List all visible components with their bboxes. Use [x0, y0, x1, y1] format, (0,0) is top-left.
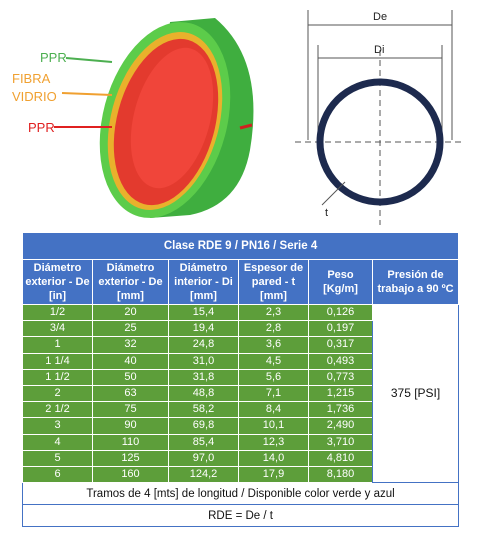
cell: 31,8 — [168, 368, 239, 386]
cell: 5,6 — [238, 368, 309, 386]
cell: 32 — [92, 336, 169, 354]
table-title: Clase RDE 9 / PN16 / Serie 4 — [21, 232, 460, 260]
data-row: 3/4 25 19,4 2,8 0,197 — [22, 320, 459, 338]
header-cell: Peso [Kg/m] — [308, 259, 373, 305]
cell: 48,8 — [168, 384, 239, 403]
cell: 4,810 — [308, 449, 373, 467]
cell: 1 1/4 — [22, 352, 93, 370]
cell: 8,4 — [238, 401, 309, 419]
header-cell: Diámetro exterior - De [in] — [22, 259, 93, 305]
label: FIBRA — [12, 71, 51, 86]
data-row: 1 32 24,8 3,6 0,317 — [22, 336, 459, 354]
footer-cell: Tramos de 4 [mts] de longitud / Disponib… — [21, 482, 460, 506]
cell: 69,8 — [168, 417, 239, 435]
label: PPR — [28, 120, 55, 135]
cell: 20 — [92, 303, 169, 322]
cell: 0,126 — [308, 303, 373, 322]
cell: 3,710 — [308, 433, 373, 451]
header-row: Diámetro exterior - De [in] Diámetro exte… — [22, 259, 460, 305]
cell: 63 — [92, 384, 169, 403]
cell: 3,6 — [238, 336, 309, 354]
cell: 31,0 — [168, 352, 239, 370]
cell: 2 — [22, 384, 93, 403]
cell: 24,8 — [168, 336, 239, 354]
data-row: 5 125 97,0 14,0 4,810 — [22, 449, 459, 467]
cell: 2,3 — [238, 303, 309, 322]
data-row: 1 1/4 40 31,0 4,5 0,493 — [22, 352, 459, 370]
cell: 110 — [92, 433, 169, 451]
label-t: t — [325, 207, 328, 219]
pressure-cell: 375 [PSI] — [371, 303, 460, 484]
spec-table: Clase RDE 9 / PN16 / Serie 4 Diámetro ext… — [21, 232, 460, 528]
cell: 10,1 — [238, 417, 309, 435]
data-row: 1 1/2 50 31,8 5,6 0,773 — [22, 368, 459, 386]
cell: 1,736 — [308, 401, 373, 419]
cell: 124,2 — [168, 465, 239, 484]
footer-cell: RDE = De / t — [21, 504, 460, 528]
cell: 160 — [92, 465, 169, 484]
cell: 25 — [92, 320, 169, 338]
header-cell: Diámetro interior - Di [mm] — [168, 259, 239, 305]
cross-section: De Di t — [295, 10, 465, 225]
cell: 0,317 — [308, 336, 373, 354]
data-row: 6 160 124,2 17,9 8,180 — [22, 465, 459, 484]
cell: 1 — [22, 336, 93, 354]
header-cell: Diámetro exterior - De [mm] — [92, 259, 169, 305]
cell: 17,9 — [238, 465, 309, 484]
cell: 1 1/2 — [22, 368, 93, 386]
pipe-illustration: PPR FIBRA VIDRIO PPR — [12, 18, 254, 218]
label: VIDRIO — [12, 89, 57, 104]
cell: 0,197 — [308, 320, 373, 338]
cell: 3 — [22, 417, 93, 435]
footer-row: Tramos de 4 [mts] de longitud / Disponib… — [21, 482, 460, 506]
cell: 8,180 — [308, 465, 373, 484]
cell: 58,2 — [168, 401, 239, 419]
cell: 6 — [22, 465, 93, 484]
header-cell: Espesor de pared - t [mm] — [238, 259, 309, 305]
cell: 40 — [92, 352, 169, 370]
cell: 7,1 — [238, 384, 309, 403]
cell: 1,215 — [308, 384, 373, 403]
cell: 14,0 — [238, 449, 309, 467]
data-row: 1/2 20 15,4 2,3 0,126 375 [PSI] — [22, 303, 460, 484]
cell: 3/4 — [22, 320, 93, 338]
cell: 2 1/2 — [22, 401, 93, 419]
cell: 4,5 — [238, 352, 309, 370]
cell: 5 — [22, 449, 93, 467]
cell: 97,0 — [168, 449, 239, 467]
label-di: Di — [374, 44, 384, 56]
cell: 15,4 — [168, 303, 239, 322]
cell: 0,773 — [308, 368, 373, 386]
cell: 19,4 — [168, 320, 239, 338]
cell: 1/2 — [22, 303, 93, 322]
label-de: De — [373, 11, 387, 23]
footer-row: RDE = De / t — [21, 504, 460, 528]
data-row: 3 90 69,8 10,1 2,490 — [22, 417, 459, 435]
title-row: Clase RDE 9 / PN16 / Serie 4 — [21, 232, 460, 260]
cell: 90 — [92, 417, 169, 435]
label: PPR — [40, 50, 67, 65]
data-row: 2 1/2 75 58,2 8,4 1,736 — [22, 401, 459, 419]
cell: 125 — [92, 449, 169, 467]
cell: 12,3 — [238, 433, 309, 451]
cell: 85,4 — [168, 433, 239, 451]
cell: 75 — [92, 401, 169, 419]
cell: 2,8 — [238, 320, 309, 338]
cell: 50 — [92, 368, 169, 386]
diagrams: PPR FIBRA VIDRIO PPR De Di t — [12, 10, 465, 225]
cell: 2,490 — [308, 417, 373, 435]
cell: 4 — [22, 433, 93, 451]
header-cell: Presión de trabajo a 90 ºC — [371, 259, 460, 305]
cell: 0,493 — [308, 352, 373, 370]
